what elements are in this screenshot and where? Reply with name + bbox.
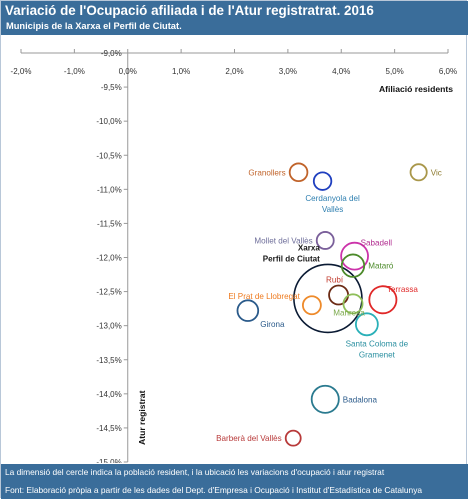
x-tick-label: 1,0% [172,67,190,76]
bubble-cerdanyola-del-valles[interactable] [312,171,333,191]
chart-subtitle: Municipis de la Xarxa el Perfil de Ciuta… [6,21,182,31]
bubble-vic[interactable] [409,163,428,182]
bubble-label-badalona: Badalona [343,395,378,404]
footnote-text: La dimensió del cercle indica la poblaci… [5,467,385,477]
bubble-el-prat-de-llobregat[interactable] [301,295,322,316]
chart-header: Variació de l'Ocupació afiliada i de l'A… [1,1,468,35]
source-text: Font: Elaboració pròpia a partir de les … [5,485,423,495]
y-tick-label: -10,0% [96,117,121,126]
bubble-santa-coloma-de-gramenet[interactable] [354,312,379,337]
bubble-label-barbera-del-valles: Barberà del Vallès [216,434,282,443]
bubble-label-sabadell: Sabadell [361,239,393,248]
y-tick-label: -11,5% [97,219,122,228]
x-axis-title: Afiliació residents [379,84,453,94]
chart-title: Variació de l'Ocupació afiliada i de l'A… [5,3,374,18]
x-tick-label: 0,0% [119,67,137,76]
bubble-label-mataro: Mataró [368,262,394,271]
bubble-label-el-prat-de-llobregat: El Prat de Llobregat [228,292,300,301]
y-tick-label: -14,0% [96,390,121,399]
bubble-label-cerdanyola-del-valles: Cerdanyola del [305,194,360,203]
y-tick-label: -12,0% [96,254,121,263]
y-tick-label: -9,0% [101,49,122,58]
bubble-label-xarxa-perfil-de-ciutat: Xarxa [298,244,321,253]
x-tick-label: 3,0% [279,67,297,76]
bubble-rubi[interactable] [328,284,350,306]
chart-footer: La dimensió del cercle indica la poblaci… [1,464,468,499]
bubble-label-xarxa-perfil-de-ciutat: Perfil de Ciutat [263,255,320,264]
y-tick-label: -9,5% [101,83,122,92]
bubble-sabadell[interactable] [340,241,369,271]
y-tick-label: -11,0% [97,185,122,194]
y-tick-label: -13,0% [96,322,121,331]
y-tick-label: -12,5% [96,288,121,297]
bubble-label-santa-coloma-de-gramenet: Santa Coloma de [346,339,409,348]
bubble-mollet-del-valles[interactable] [315,231,335,250]
y-tick-label: -15,0% [96,458,121,463]
y-tick-label: -13,5% [96,356,121,365]
x-tick-label: 2,0% [225,67,243,76]
bubble-terrassa[interactable] [368,285,398,315]
bubble-label-rubi: Rubí [326,275,344,284]
x-tick-label: 6,0% [439,67,457,76]
y-tick-label: -14,5% [96,424,121,433]
bubble-barbera-del-valles[interactable] [284,429,302,447]
bubble-xarxa-perfil-de-ciutat[interactable] [293,263,363,334]
bubble-girona[interactable] [236,299,260,322]
bubble-label-cerdanyola-del-valles: Vallès [322,205,343,214]
bubble-badalona[interactable] [310,384,340,414]
x-tick-label: -1,0% [64,67,85,76]
bubble-label-manresa: Manresa [333,308,365,317]
bubble-label-vic: Vic [431,168,442,177]
bubble-label-girona: Girona [260,320,285,329]
x-tick-label: 4,0% [332,67,350,76]
bubble-label-santa-coloma-de-gramenet: Gramenet [359,350,396,359]
bubble-manresa[interactable] [342,293,364,315]
bubble-label-mollet-del-valles: Mollet del Vallès [254,236,312,245]
bubble-mataro[interactable] [340,253,366,278]
y-tick-label: -10,5% [96,151,121,160]
bubble-granollers[interactable] [288,162,309,183]
y-axis-title: Atur registrat [137,390,147,445]
bubble-label-terrassa: Terrassa [387,285,419,294]
x-tick-label: 5,0% [386,67,404,76]
x-tick-label: -2,0% [11,67,32,76]
bubble-label-granollers: Granollers [248,168,285,177]
bubble-chart: -2,0% -1,0% 0,0% 1,0% 2,0% 3,0% 4,0% 5,0% 6,0% -9… [11,49,457,463]
